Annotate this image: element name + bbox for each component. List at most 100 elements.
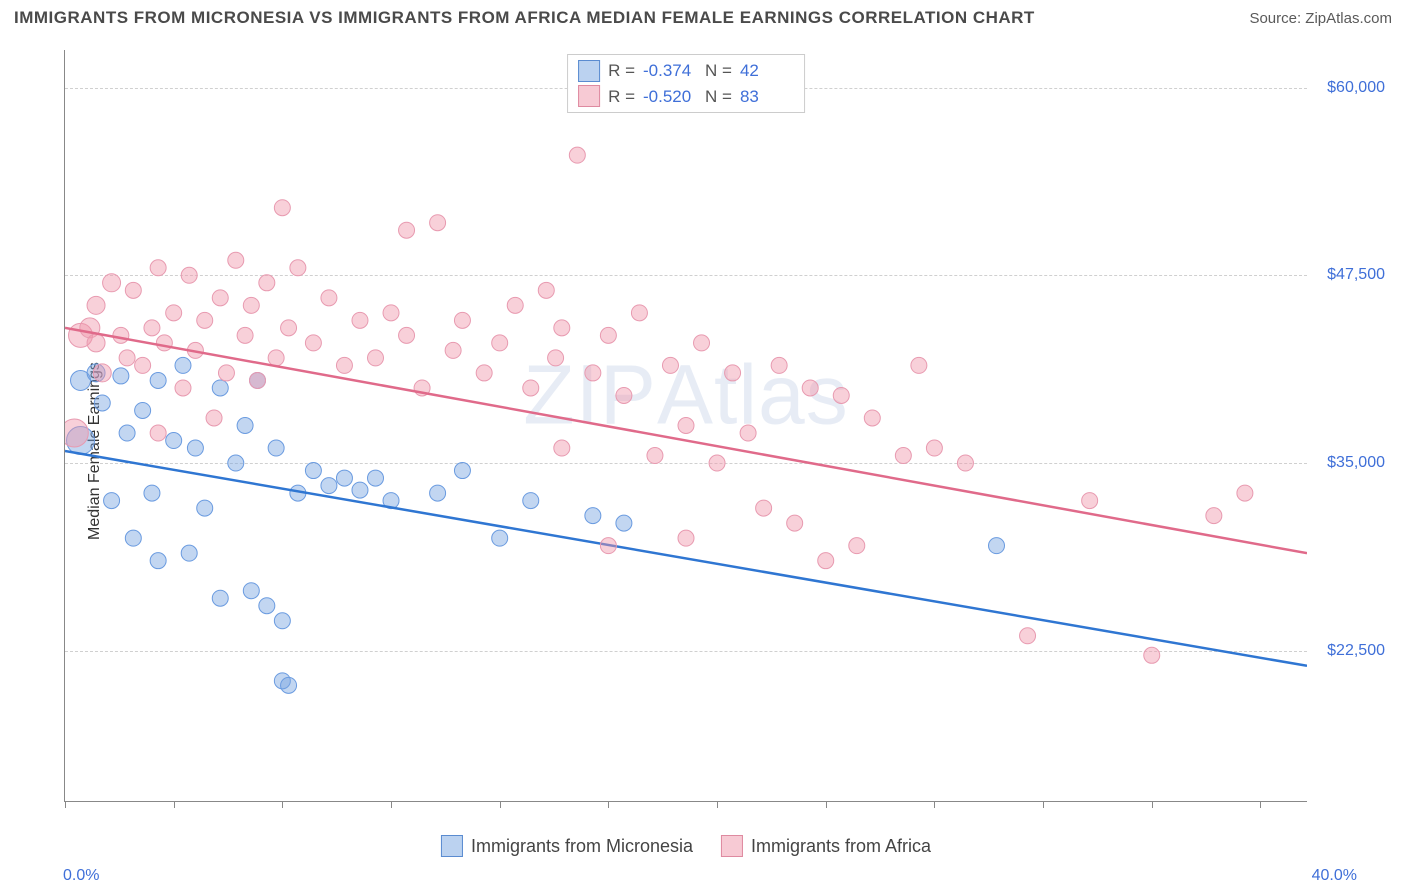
data-point — [175, 357, 191, 373]
data-point — [305, 463, 321, 479]
data-point — [281, 320, 297, 336]
data-point — [911, 357, 927, 373]
data-point — [94, 395, 110, 411]
data-point — [368, 350, 384, 366]
data-point — [228, 252, 244, 268]
data-point — [281, 677, 297, 693]
swatch-icon — [441, 835, 463, 857]
data-point — [268, 350, 284, 366]
regression-line — [65, 328, 1307, 553]
data-point — [1144, 647, 1160, 663]
data-point — [104, 493, 120, 509]
data-point — [274, 200, 290, 216]
swatch-icon — [578, 60, 600, 82]
data-point — [290, 260, 306, 276]
legend-item: Immigrants from Africa — [721, 835, 931, 857]
regression-line — [65, 451, 1307, 666]
data-point — [156, 335, 172, 351]
data-point — [368, 470, 384, 486]
data-point — [454, 312, 470, 328]
plot-region: ZIPAtlas R = -0.374 N = 42 R = -0.520 N … — [64, 50, 1307, 802]
data-point — [237, 327, 253, 343]
x-tick — [282, 801, 283, 808]
legend-series: Immigrants from Micronesia Immigrants fr… — [441, 835, 931, 857]
x-tick — [717, 801, 718, 808]
data-point — [989, 538, 1005, 554]
data-point — [616, 515, 632, 531]
legend-stats-row: R = -0.374 N = 42 — [578, 58, 794, 84]
data-point — [135, 357, 151, 373]
chart-area: Median Female Earnings ZIPAtlas R = -0.3… — [14, 40, 1392, 862]
y-tick-label: $60,000 — [1327, 79, 1385, 97]
data-point — [305, 335, 321, 351]
data-point — [268, 440, 284, 456]
x-tick — [65, 801, 66, 808]
data-point — [631, 305, 647, 321]
data-point — [492, 335, 508, 351]
data-point — [150, 425, 166, 441]
data-point — [187, 440, 203, 456]
data-point — [228, 455, 244, 471]
scatter-svg — [65, 50, 1307, 801]
legend-item: Immigrants from Micronesia — [441, 835, 693, 857]
data-point — [150, 260, 166, 276]
data-point — [212, 590, 228, 606]
data-point — [787, 515, 803, 531]
n-value: 42 — [740, 58, 794, 84]
x-tick — [174, 801, 175, 808]
data-point — [197, 312, 213, 328]
data-point — [523, 493, 539, 509]
data-point — [802, 380, 818, 396]
data-point — [771, 357, 787, 373]
data-point — [569, 147, 585, 163]
data-point — [849, 538, 865, 554]
x-tick — [934, 801, 935, 808]
data-point — [756, 500, 772, 516]
data-point — [125, 282, 141, 298]
data-point — [166, 433, 182, 449]
data-point — [321, 478, 337, 494]
data-point — [150, 553, 166, 569]
data-point — [218, 365, 234, 381]
data-point — [144, 485, 160, 501]
data-point — [383, 305, 399, 321]
data-point — [538, 282, 554, 298]
data-point — [476, 365, 492, 381]
data-point — [600, 327, 616, 343]
swatch-icon — [578, 85, 600, 107]
data-point — [554, 320, 570, 336]
data-point — [237, 418, 253, 434]
data-point — [212, 380, 228, 396]
data-point — [926, 440, 942, 456]
data-point — [678, 418, 694, 434]
r-label: R = — [608, 84, 635, 110]
data-point — [135, 402, 151, 418]
data-point — [352, 482, 368, 498]
data-point — [662, 357, 678, 373]
data-point — [259, 598, 275, 614]
y-tick-label: $47,500 — [1327, 266, 1385, 284]
data-point — [175, 380, 191, 396]
data-point — [1020, 628, 1036, 644]
y-tick-label: $35,000 — [1327, 454, 1385, 472]
data-point — [864, 410, 880, 426]
x-tick — [391, 801, 392, 808]
data-point — [1237, 485, 1253, 501]
x-tick — [608, 801, 609, 808]
n-label: N = — [705, 58, 732, 84]
data-point — [113, 327, 129, 343]
data-point — [65, 419, 88, 447]
data-point — [818, 553, 834, 569]
data-point — [93, 364, 111, 382]
r-value: -0.374 — [643, 58, 697, 84]
data-point — [181, 545, 197, 561]
data-point — [1082, 493, 1098, 509]
data-point — [103, 274, 121, 292]
data-point — [492, 530, 508, 546]
data-point — [259, 275, 275, 291]
data-point — [166, 305, 182, 321]
n-label: N = — [705, 84, 732, 110]
data-point — [585, 508, 601, 524]
data-point — [336, 357, 352, 373]
data-point — [321, 290, 337, 306]
